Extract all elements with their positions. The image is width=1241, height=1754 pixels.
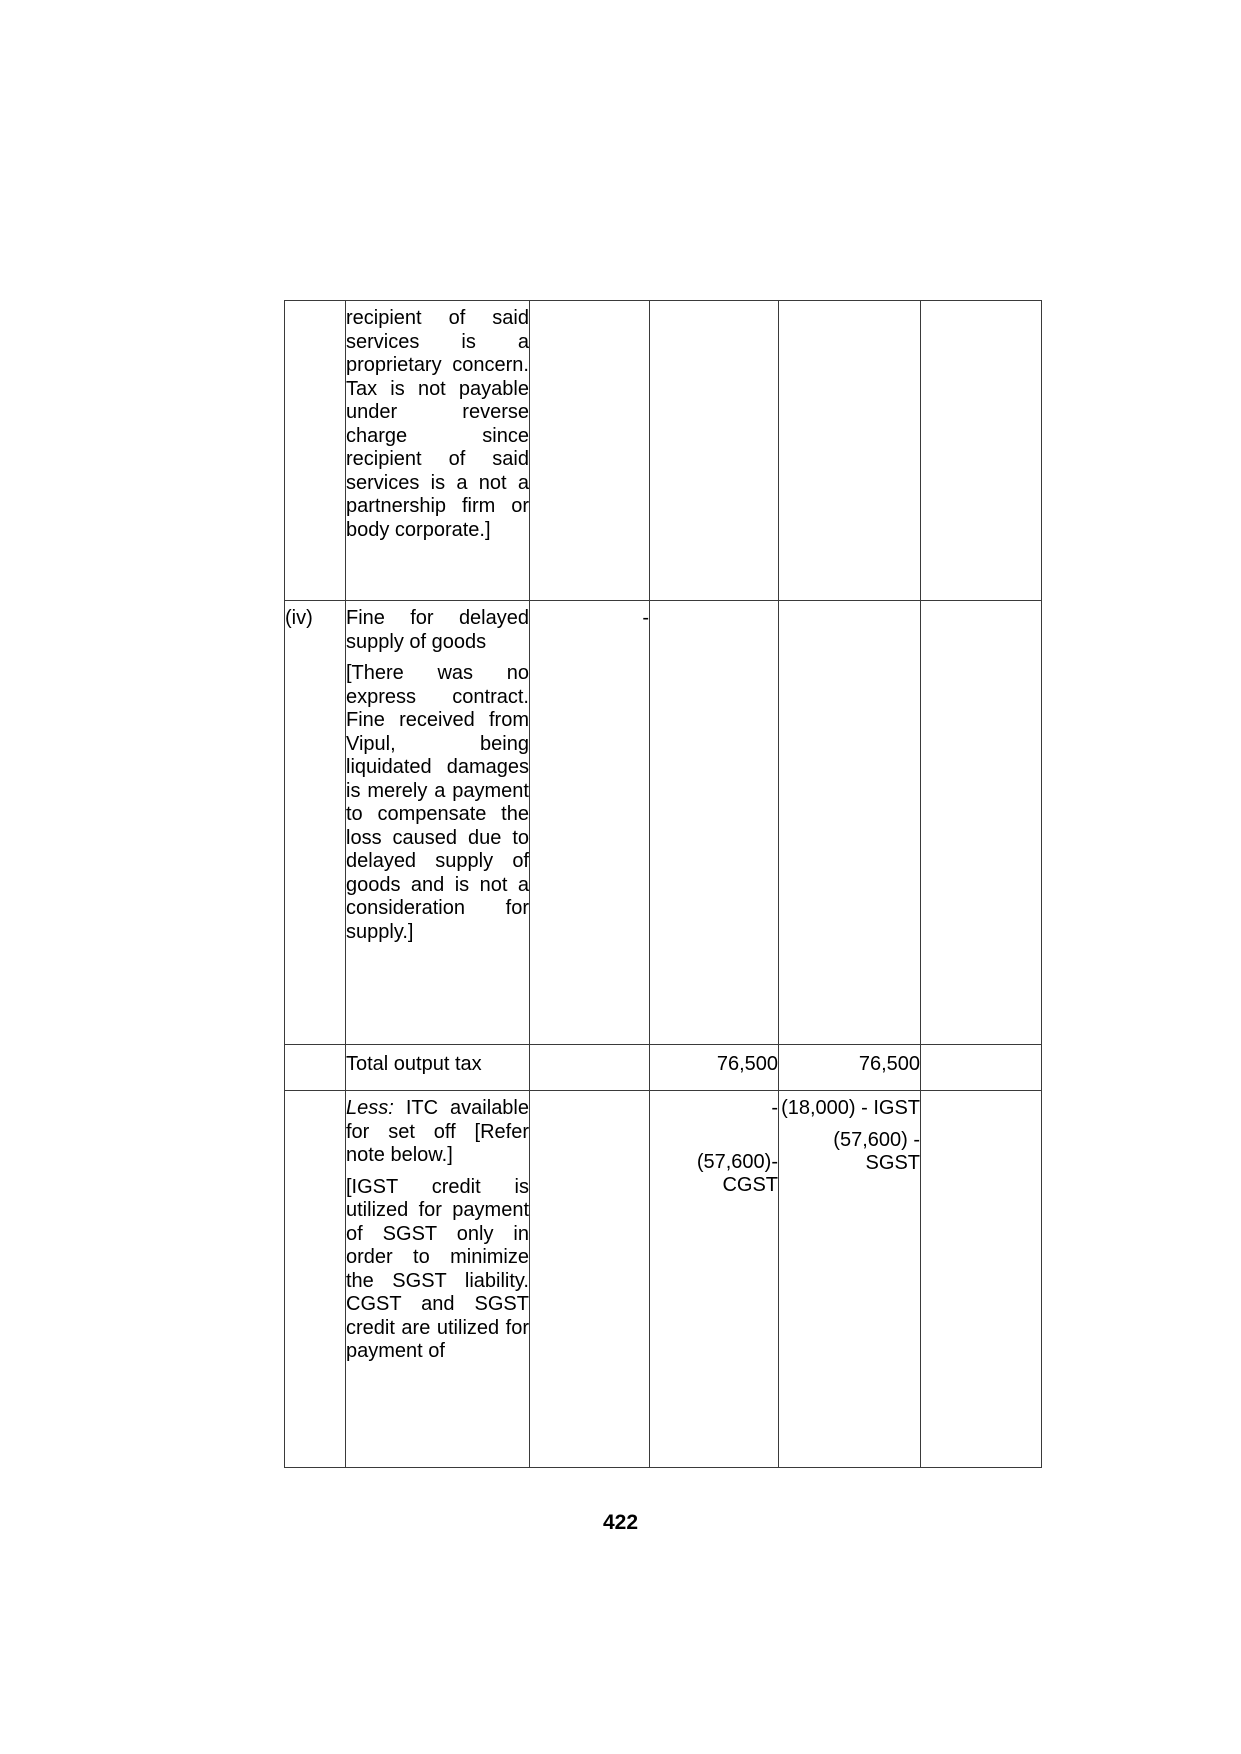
table-row-iv: (iv) Fine for delayed supply of goods [T…: [284, 600, 1042, 1045]
page-number: 422: [602, 1511, 639, 1534]
igst-setoff-amount: (18,000) - IGST: [781, 1097, 920, 1119]
cgst-dash: -: [771, 1097, 778, 1119]
value-cell-4: [920, 300, 1042, 601]
value-cell-4: [920, 600, 1042, 1045]
value-cell-2: [649, 300, 779, 601]
total-label: Total output tax: [346, 1053, 482, 1075]
value-cell-1: [529, 300, 650, 601]
description-cell: Less: ITC available for set off [Refer n…: [345, 1090, 530, 1468]
value-cell-2: [649, 600, 779, 1045]
less-label: Less:: [346, 1097, 394, 1119]
total-label-cell: Total output tax: [345, 1044, 530, 1091]
description-text: Fine for delayed supply of goods: [346, 607, 529, 653]
tax-computation-table: recipient of said services is a propriet…: [284, 300, 1042, 1468]
description-cell: recipient of said services is a propriet…: [345, 300, 530, 601]
value-cell-4: [920, 1044, 1042, 1091]
value-cell-3: [778, 300, 921, 601]
index-cell: [284, 1090, 346, 1468]
value-cell-3: 76,500: [778, 1044, 921, 1091]
value-cell-4: [920, 1090, 1042, 1468]
igst-credit-note: [IGST credit is utilized for payment of …: [346, 1175, 529, 1363]
index-cell: [284, 1044, 346, 1091]
value-cell-3: [778, 600, 921, 1045]
value-cell-2: - (57,600)- CGST: [649, 1090, 779, 1468]
description-text: recipient of said services is a propriet…: [346, 307, 529, 541]
table-row-total-output-tax: Total output tax 76,500 76,500: [284, 1044, 1042, 1091]
index-cell: (iv): [284, 600, 346, 1045]
value-cell-1: -: [529, 600, 650, 1045]
value-cell-3: (18,000) - IGST (57,600) -SGST: [778, 1090, 921, 1468]
value-cell-1: [529, 1044, 650, 1091]
description-cell: Fine for delayed supply of goods [There …: [345, 600, 530, 1045]
less-rest-text: ITC available for set off [Refer note be…: [346, 1097, 529, 1166]
index-cell: [284, 300, 346, 601]
table-row-continuation: recipient of said services is a propriet…: [284, 300, 1042, 601]
value-cell-1: [529, 1090, 650, 1468]
cgst-setoff-amount: (57,600)- CGST: [696, 1150, 778, 1197]
less-itc-text: Less: ITC available for set off [Refer n…: [346, 1097, 529, 1168]
table-row-less-itc: Less: ITC available for set off [Refer n…: [284, 1090, 1042, 1468]
value-cell-2: 76,500: [649, 1044, 779, 1091]
sgst-setoff-amount: (57,600) -SGST: [833, 1128, 920, 1175]
description-note: [There was no express contract. Fine rec…: [346, 662, 529, 943]
